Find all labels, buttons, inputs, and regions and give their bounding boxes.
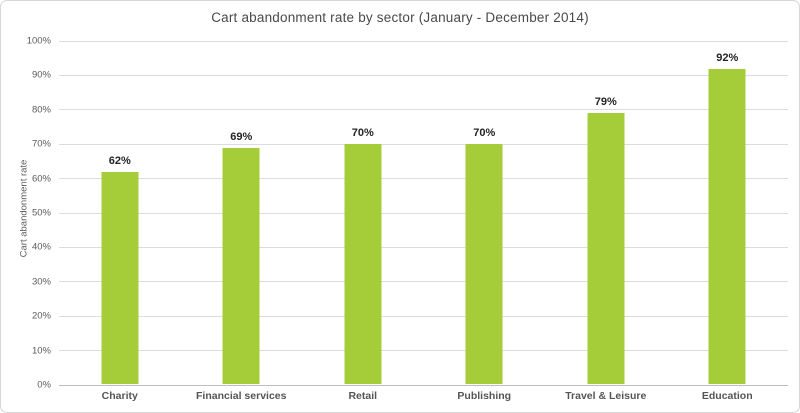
gridline	[59, 281, 788, 283]
y-tick-label: 90%	[31, 69, 51, 81]
gridline	[59, 178, 788, 180]
bar-retail	[344, 144, 382, 384]
data-label: 70%	[351, 127, 374, 140]
y-tick-label: 30%	[31, 276, 51, 288]
gridline	[59, 212, 788, 214]
gridline	[59, 74, 788, 76]
bar-charity	[101, 171, 139, 384]
x-category-label: Publishing	[457, 390, 512, 402]
x-axis-line	[59, 384, 788, 386]
x-category-label: Travel & Leisure	[565, 390, 647, 402]
data-label: 92%	[716, 51, 739, 64]
x-category-label: Financial services	[196, 390, 287, 402]
y-tick-label: 50%	[31, 207, 51, 219]
gridline	[59, 315, 788, 317]
gridline	[59, 40, 788, 42]
x-category-label: Education	[701, 390, 753, 402]
bar-publishing	[465, 144, 503, 384]
x-category-label: Retail	[348, 390, 378, 402]
gridline	[59, 109, 788, 111]
data-label: 70%	[473, 127, 496, 140]
bar-travel-leisure	[587, 113, 625, 384]
data-label: 79%	[594, 96, 617, 109]
gridline	[59, 246, 788, 248]
gridline	[59, 350, 788, 352]
y-tick-label: 70%	[31, 138, 51, 150]
y-tick-label: 80%	[31, 104, 51, 116]
data-label: 69%	[230, 130, 253, 143]
x-category-label: Charity	[101, 390, 138, 402]
y-tick-label: 60%	[31, 173, 51, 185]
y-tick-label: 0%	[37, 379, 51, 391]
gridline	[59, 143, 788, 145]
bar-financial-services	[222, 147, 260, 384]
data-label: 62%	[108, 154, 131, 167]
y-tick-label: 20%	[31, 310, 51, 322]
y-tick-label: 10%	[31, 345, 51, 357]
y-tick-label: 100%	[26, 35, 51, 47]
y-tick-label: 40%	[31, 241, 51, 253]
bar-education	[708, 68, 746, 384]
plot-area: 62% 69% 70% 70% 79% 92%	[59, 40, 788, 386]
chart-title: Cart abandonment rate by sector (January…	[211, 10, 589, 25]
